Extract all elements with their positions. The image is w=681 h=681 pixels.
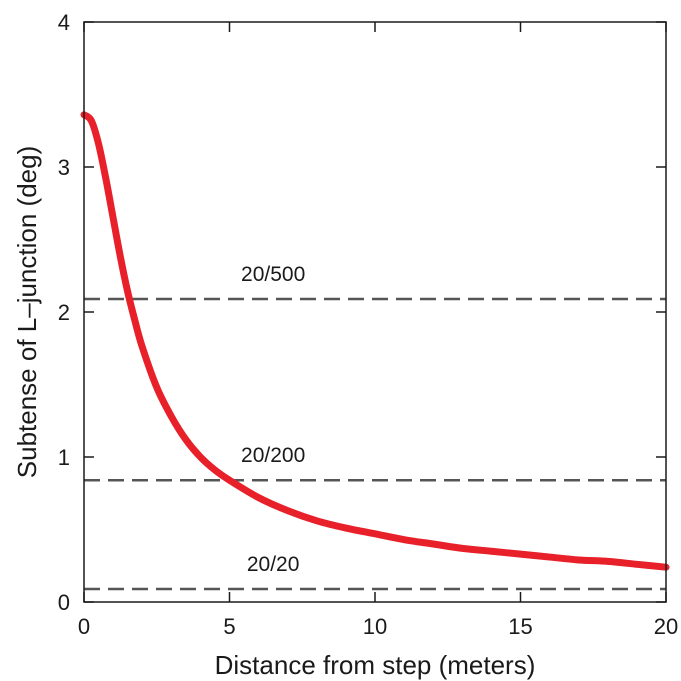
axis-ticks: 0 5 10 15 20 0 1 2 3 4: [58, 10, 678, 639]
y-tick-label: 3: [58, 155, 70, 180]
y-tick-label: 1: [58, 445, 70, 470]
reference-label: 20/500: [241, 263, 305, 286]
y-tick-label: 2: [58, 300, 70, 325]
x-tick-label: 15: [508, 614, 532, 639]
y-tick-label: 0: [58, 590, 70, 615]
series-layer: [80, 111, 670, 571]
y-tick-label: 4: [58, 10, 70, 35]
reference-labels: 20/500 20/200 20/20: [241, 263, 305, 576]
reference-label: 20/20: [247, 553, 300, 576]
y-axis-title: Subtense of L–junction (deg): [12, 146, 42, 478]
x-tick-label: 0: [78, 614, 90, 639]
x-axis-title: Distance from step (meters): [215, 650, 536, 680]
x-tick-label: 5: [223, 614, 235, 639]
x-tick-label: 20: [654, 614, 678, 639]
plot-frame: [83, 21, 667, 603]
series-line: [80, 111, 670, 571]
x-tick-label: 10: [363, 614, 387, 639]
reference-lines: [84, 297, 666, 591]
reference-label: 20/200: [241, 444, 305, 467]
